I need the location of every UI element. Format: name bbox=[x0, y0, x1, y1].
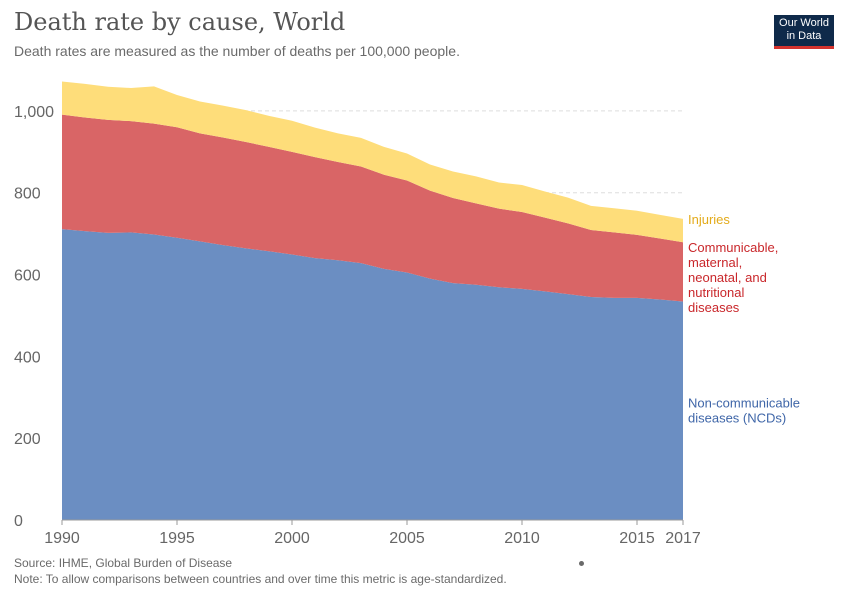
x-tick-label: 1995 bbox=[159, 530, 195, 547]
area-ncd bbox=[62, 229, 683, 521]
y-tick-label: 0 bbox=[14, 513, 23, 530]
series-label-communicable: diseases bbox=[688, 300, 740, 315]
chart-title: Death rate by cause, World bbox=[14, 8, 346, 36]
y-tick-label: 800 bbox=[14, 186, 41, 203]
x-tick-label: 2017 bbox=[665, 530, 701, 547]
owid-logo[interactable]: Our World in Data bbox=[774, 15, 834, 49]
x-tick-label: 2015 bbox=[619, 530, 655, 547]
logo-line-2: in Data bbox=[786, 30, 822, 42]
source-note: Source: IHME, Global Burden of Disease bbox=[14, 556, 233, 570]
area-communicable bbox=[62, 114, 683, 302]
timeline-dot-icon bbox=[579, 561, 584, 566]
methodology-note: Note: To allow comparisons between count… bbox=[14, 572, 507, 586]
series-label-communicable: neonatal, and bbox=[688, 270, 767, 285]
x-tick-label: 2010 bbox=[504, 530, 540, 547]
series-label-communicable: maternal, bbox=[688, 255, 742, 270]
series-label-ncd: Non-communicable bbox=[688, 395, 800, 410]
logo-line-1: Our World bbox=[779, 17, 829, 29]
x-tick-label: 1990 bbox=[44, 530, 80, 547]
x-tick-label: 2005 bbox=[389, 530, 425, 547]
y-tick-label: 1,000 bbox=[14, 104, 54, 121]
series-label-ncd: diseases (NCDs) bbox=[688, 410, 786, 425]
series-label-communicable: Communicable, bbox=[688, 240, 778, 255]
area-injuries bbox=[62, 81, 683, 243]
y-tick-label: 200 bbox=[14, 431, 41, 448]
x-tick-label: 2000 bbox=[274, 530, 310, 547]
chart-subtitle: Death rates are measured as the number o… bbox=[14, 43, 460, 59]
y-tick-label: 400 bbox=[14, 349, 41, 366]
y-tick-label: 600 bbox=[14, 268, 41, 285]
series-label-communicable: nutritional bbox=[688, 285, 744, 300]
series-label-injuries: Injuries bbox=[688, 212, 730, 227]
